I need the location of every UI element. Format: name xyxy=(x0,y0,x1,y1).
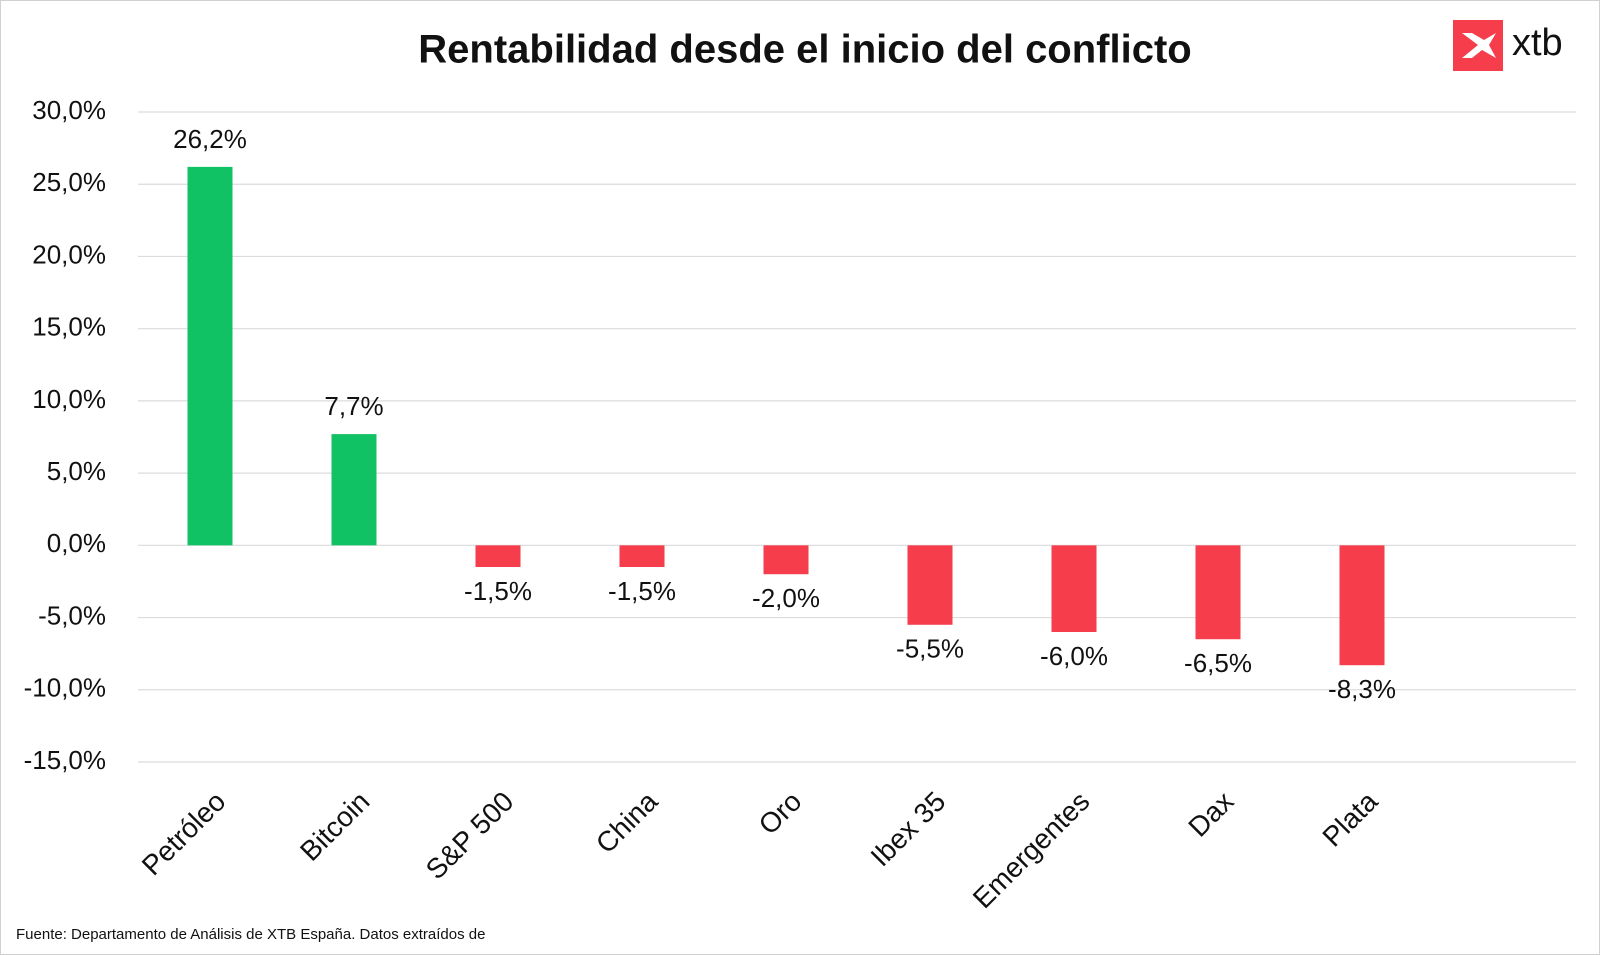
bar xyxy=(331,434,377,546)
bar xyxy=(1339,545,1385,666)
data-label: 7,7% xyxy=(324,391,383,421)
y-tick-label: 10,0% xyxy=(32,384,106,414)
y-tick-label: 5,0% xyxy=(47,456,106,486)
bar xyxy=(763,545,809,575)
y-tick-label: 0,0% xyxy=(47,528,106,558)
data-label: -1,5% xyxy=(608,576,676,606)
source-note: Fuente: Departamento de Análisis de XTB … xyxy=(16,926,485,943)
y-tick-label: -5,0% xyxy=(38,600,106,630)
logo-text: xtb xyxy=(1512,22,1563,64)
logo-icon xyxy=(1462,33,1496,58)
data-label: -6,0% xyxy=(1040,641,1108,671)
y-tick-label: -15,0% xyxy=(24,745,106,775)
y-tick-label: 25,0% xyxy=(32,167,106,197)
y-tick-label: 15,0% xyxy=(32,312,106,342)
y-tick-label: 20,0% xyxy=(32,239,106,269)
data-label: -2,0% xyxy=(752,583,820,613)
bar xyxy=(187,166,233,546)
logo: xtb xyxy=(1453,20,1563,71)
bar xyxy=(1195,545,1241,640)
bar xyxy=(475,545,521,567)
data-label: -6,5% xyxy=(1184,648,1252,678)
bar xyxy=(619,545,665,567)
data-label: -8,3% xyxy=(1328,674,1396,704)
data-label: -5,5% xyxy=(896,634,964,664)
y-tick-label: 30,0% xyxy=(32,95,106,125)
data-label: 26,2% xyxy=(173,124,247,154)
bar xyxy=(907,545,953,625)
y-tick-label: -10,0% xyxy=(24,673,106,703)
chart-title: Rentabilidad desde el inicio del conflic… xyxy=(418,28,1191,72)
bar xyxy=(1051,545,1097,632)
data-label: -1,5% xyxy=(464,576,532,606)
